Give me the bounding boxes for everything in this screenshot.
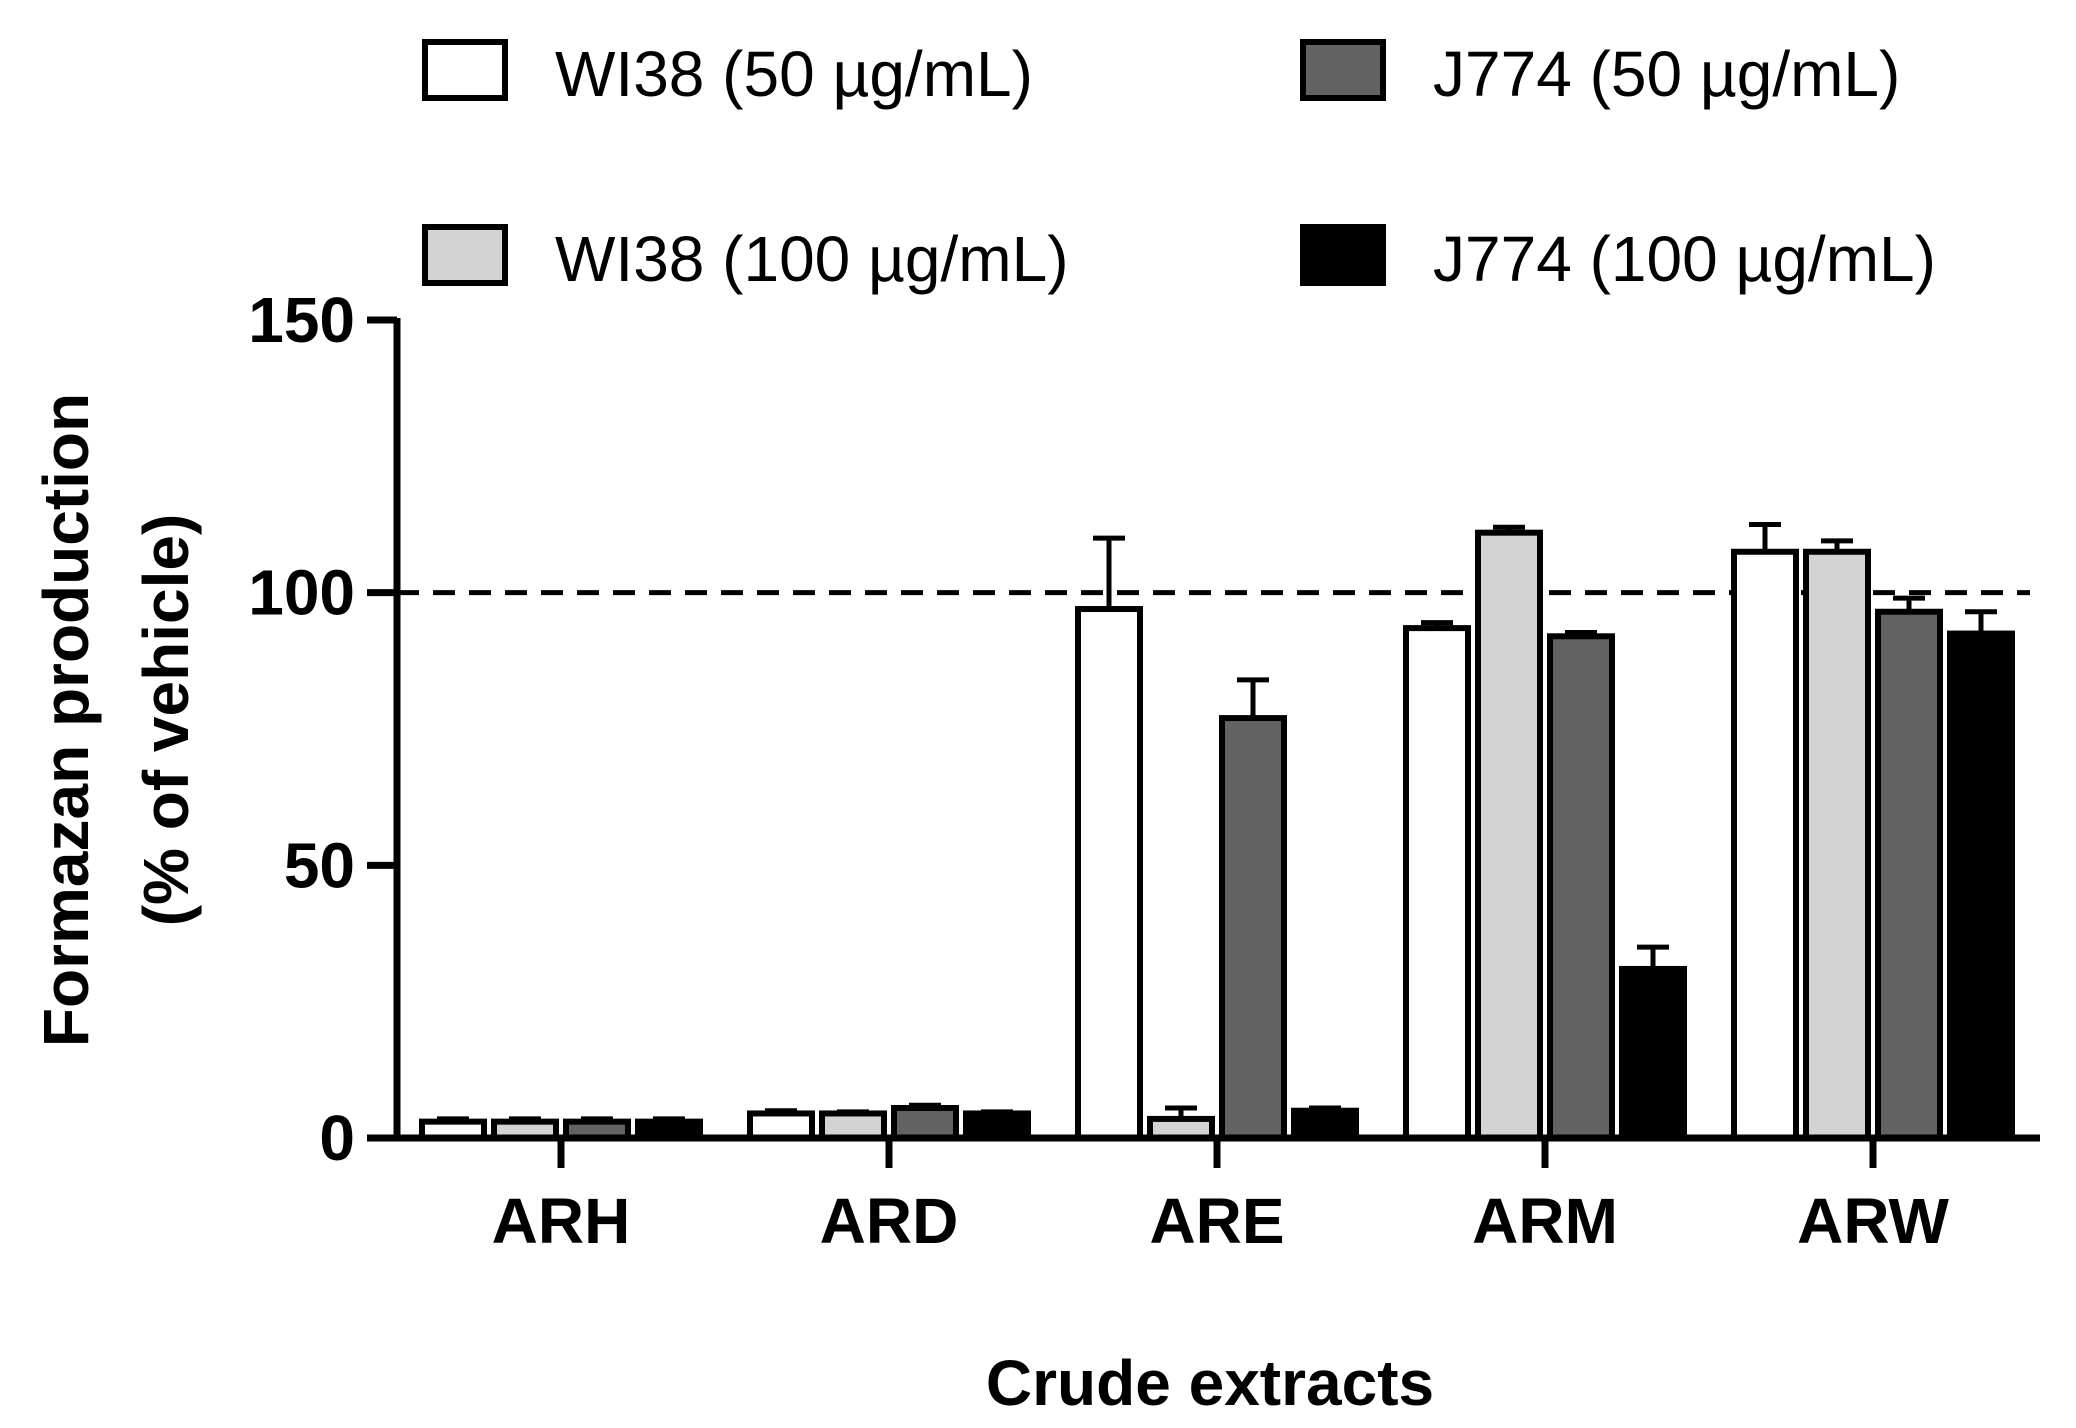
legend-item-wi38-100: WI38 (100 µg/mL) bbox=[422, 223, 1069, 295]
bar-series0-arw bbox=[1731, 548, 1799, 1141]
x-tick-label-are: ARE bbox=[1149, 1185, 1284, 1257]
legend-swatch-j774-100 bbox=[1300, 224, 1386, 286]
legend-swatch-j774-50 bbox=[1300, 39, 1386, 101]
bar-series2-arw bbox=[1875, 608, 1943, 1141]
legend-swatch-wi38-100 bbox=[422, 224, 508, 286]
x-tick-label-arh: ARH bbox=[492, 1185, 631, 1257]
bar-series1-arm bbox=[1475, 529, 1543, 1141]
bar-series3-arm bbox=[1619, 965, 1687, 1141]
legend-swatch-wi38-50 bbox=[422, 39, 508, 101]
bar-series0-are bbox=[1075, 606, 1143, 1141]
bar-series1-arw bbox=[1803, 548, 1871, 1141]
y-axis-title-line2: (% of vehicle) bbox=[130, 514, 202, 927]
bar-series3-ard bbox=[963, 1110, 1031, 1141]
legend-label-wi38-100: WI38 (100 µg/mL) bbox=[555, 223, 1069, 295]
bars-layer bbox=[419, 522, 2015, 1142]
y-tick-label-0: 0 bbox=[319, 1102, 355, 1174]
legend-item-wi38-50: WI38 (50 µg/mL) bbox=[422, 38, 1033, 110]
bar-series3-are bbox=[1291, 1107, 1359, 1141]
bar-series0-arm bbox=[1403, 625, 1471, 1141]
legend-item-j774-100: J774 (100 µg/mL) bbox=[1300, 223, 1936, 295]
x-tick-label-arm: ARM bbox=[1472, 1185, 1618, 1257]
legend-label-j774-100: J774 (100 µg/mL) bbox=[1433, 223, 1936, 295]
bar-series2-ard bbox=[891, 1105, 959, 1142]
x-tick-label-ard: ARD bbox=[820, 1185, 959, 1257]
bar-series2-arm bbox=[1547, 633, 1615, 1141]
y-tick-label-150: 150 bbox=[248, 284, 355, 356]
axes-layer: 0 50 100 150 ARH ARD ARE ARM ARW bbox=[248, 284, 2040, 1257]
legend-item-j774-50: J774 (50 µg/mL) bbox=[1300, 38, 1900, 110]
x-tick-label-arw: ARW bbox=[1797, 1185, 1949, 1257]
y-tick-label-100: 100 bbox=[248, 557, 355, 629]
y-tick-label-50: 50 bbox=[284, 829, 355, 901]
legend-label-wi38-50: WI38 (50 µg/mL) bbox=[555, 38, 1033, 110]
bar-series0-ard bbox=[747, 1110, 815, 1141]
bar-series3-arw bbox=[1947, 630, 2015, 1141]
bar-series2-are bbox=[1219, 715, 1287, 1141]
bar-series1-ard bbox=[819, 1110, 887, 1141]
x-axis-title: Crude extracts bbox=[986, 1347, 1434, 1419]
legend-label-j774-50: J774 (50 µg/mL) bbox=[1433, 38, 1900, 110]
y-axis-title-line1: Formazan production bbox=[30, 393, 102, 1047]
legend: WI38 (50 µg/mL) WI38 (100 µg/mL) J774 (5… bbox=[422, 38, 1936, 295]
